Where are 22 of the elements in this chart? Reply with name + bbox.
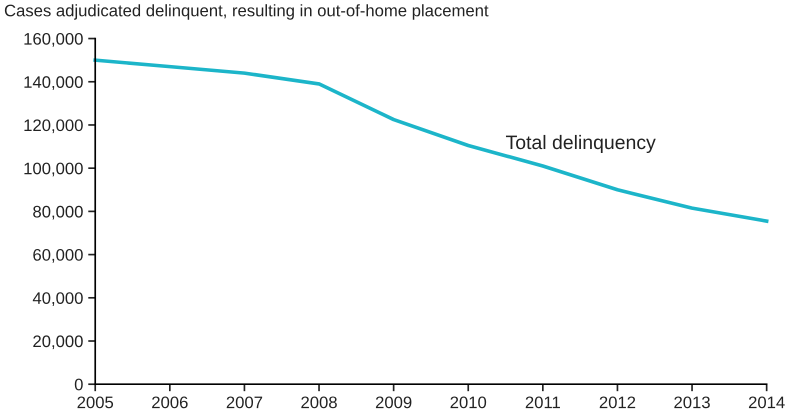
- y-tick-label: 120,000: [24, 119, 83, 134]
- x-tick-label: 2014: [748, 396, 785, 408]
- y-tick-label: 0: [74, 378, 83, 390]
- y-tick-label: 160,000: [24, 32, 83, 47]
- y-tick-label: 100,000: [24, 162, 83, 176]
- x-tick-label: 2010: [450, 396, 486, 408]
- x-tick-label: 2013: [674, 396, 710, 408]
- x-tick-label: 2007: [226, 396, 262, 408]
- chart-title: Cases adjudicated delinquent, resulting in out-of-home placement: [4, 4, 488, 20]
- y-tick-label: 60,000: [33, 248, 83, 263]
- line-series: [93, 58, 768, 223]
- y-tick-label: 80,000: [33, 206, 83, 220]
- x-tick-label: 2005: [78, 396, 114, 408]
- y-tick-label: 20,000: [33, 335, 83, 350]
- x-tick-label: 2009: [376, 396, 412, 408]
- x-tick-label: 2012: [600, 396, 636, 408]
- x-tick-label: 2006: [152, 396, 188, 408]
- y-tick-label: 140,000: [24, 76, 83, 90]
- series-label: Total delinquency: [506, 134, 656, 154]
- x-tick-label: 2008: [301, 396, 337, 408]
- x-tick-label: 2011: [526, 396, 560, 408]
- y-tick-label: 40,000: [32, 292, 83, 306]
